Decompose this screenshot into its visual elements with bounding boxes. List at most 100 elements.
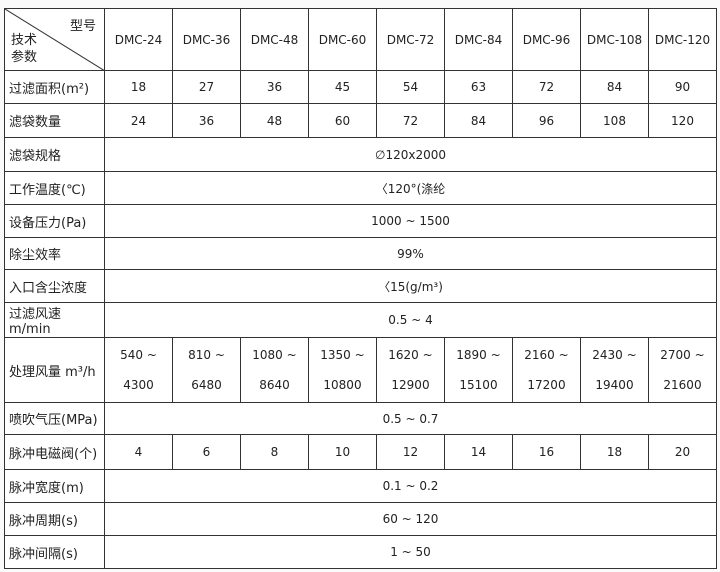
param-line: 技术 [11, 33, 38, 48]
value-cell: 120 [648, 103, 717, 138]
spec-row: 滤袋规格 ∅120x2000 [4, 137, 717, 172]
range-line: 2160 ~ [524, 348, 569, 362]
value-cell: 90 [648, 70, 717, 104]
range-cell: 1080 ~ 8640 [240, 337, 309, 403]
value-cell: 96 [512, 103, 581, 138]
row-label: 脉冲宽度(m) [4, 469, 105, 503]
row-label: 喷吹气压(MPa) [4, 402, 105, 435]
range-line: 1620 ~ [388, 348, 433, 362]
model-header: DMC-60 [308, 8, 377, 71]
spec-table: 型号 技术 参数 DMC-24 DMC-36 DMC-48 DMC-60 DMC-72 DMC-… [4, 8, 717, 569]
row-label: 脉冲周期(s) [4, 502, 105, 536]
spec-row: 过滤面积(m²) 18 27 36 45 54 63 72 84 90 [4, 70, 717, 104]
range-line: 810 ~ [188, 348, 225, 362]
diagonal [5, 9, 105, 71]
model-header: DMC-48 [240, 8, 309, 71]
merged-value-cell: 99% [104, 237, 717, 270]
row-label: 滤袋数量 [4, 103, 105, 138]
value-cell: 60 [308, 103, 377, 138]
range-line: 15100 [459, 378, 498, 392]
row-label: 过滤面积(m²) [4, 70, 105, 104]
model-header: DMC-36 [172, 8, 241, 71]
param-line: 参数 [11, 50, 38, 65]
value-cell: 54 [376, 70, 445, 104]
value-cell: 84 [444, 103, 513, 138]
row-label: 除尘效率 [4, 237, 105, 270]
merged-value-cell: 0.1 ~ 0.2 [104, 469, 717, 503]
spec-row: 处理风量 m³/h 540 ~ 4300 810 ~ 6480 1080 ~ 8640 135… [4, 337, 717, 403]
row-label: 设备压力(Pa) [4, 204, 105, 238]
merged-value-cell: 1000 ~ 1500 [104, 204, 717, 238]
value-cell: 72 [512, 70, 581, 104]
range-cell: 810 ~ 6480 [172, 337, 241, 403]
value-cell: 10 [308, 434, 377, 470]
range-line: 17200 [527, 378, 566, 392]
row-label: 滤袋规格 [4, 137, 105, 172]
value-cell: 12 [376, 434, 445, 470]
value-cell: 18 [580, 434, 649, 470]
spec-row: 脉冲间隔(s) 1 ~ 50 [4, 535, 717, 569]
corner-cell: 型号技术参数 [4, 8, 105, 71]
value-cell: 36 [240, 70, 309, 104]
spec-row: 入口含尘浓度 〈15(g/m³) [4, 269, 717, 303]
model-header: DMC-96 [512, 8, 581, 71]
merged-value-cell: ∅120x2000 [104, 137, 717, 172]
value-cell: 36 [172, 103, 241, 138]
row-label: 工作温度(℃) [4, 171, 105, 205]
range-line: 1350 ~ [320, 348, 365, 362]
merged-value-cell: 0.5 ~ 4 [104, 302, 717, 338]
range-cell: 2430 ~ 19400 [580, 337, 649, 403]
range-cell: 1620 ~ 12900 [376, 337, 445, 403]
range-line: 540 ~ [120, 348, 157, 362]
value-cell: 6 [172, 434, 241, 470]
value-cell: 63 [444, 70, 513, 104]
model-header: DMC-24 [104, 8, 173, 71]
spec-row: 脉冲电磁阀(个) 4 6 8 10 12 14 16 18 20 [4, 434, 717, 470]
spec-row: 滤袋数量 24 36 48 60 72 84 96 108 120 [4, 103, 717, 138]
value-cell: 20 [648, 434, 717, 470]
row-label: 过滤风速 m/min [4, 302, 105, 338]
value-cell: 16 [512, 434, 581, 470]
value-cell: 84 [580, 70, 649, 104]
value-cell: 4 [104, 434, 173, 470]
range-line: 10800 [323, 378, 362, 392]
range-cell: 540 ~ 4300 [104, 337, 173, 403]
spec-row: 过滤风速 m/min 0.5 ~ 4 [4, 302, 717, 338]
model-header: DMC-72 [376, 8, 445, 71]
model-label: 型号 [69, 19, 96, 34]
range-cell: 2160 ~ 17200 [512, 337, 581, 403]
range-line: 21600 [663, 378, 702, 392]
range-line: 6480 [191, 378, 222, 392]
merged-value-cell: 0.5 ~ 0.7 [104, 402, 717, 435]
spec-row: 设备压力(Pa) 1000 ~ 1500 [4, 204, 717, 238]
range-cell: 1890 ~ 15100 [444, 337, 513, 403]
value-cell: 8 [240, 434, 309, 470]
value-cell: 27 [172, 70, 241, 104]
range-line: 8640 [259, 378, 290, 392]
range-line: 2430 ~ [592, 348, 637, 362]
range-cell: 1350 ~ 10800 [308, 337, 377, 403]
row-label: 入口含尘浓度 [4, 269, 105, 303]
range-cell: 2700 ~ 21600 [648, 337, 717, 403]
row-label: 脉冲电磁阀(个) [4, 434, 105, 470]
value-cell: 108 [580, 103, 649, 138]
spec-row: 工作温度(℃) 〈120°(涤纶 [4, 171, 717, 205]
range-line: 1890 ~ [456, 348, 501, 362]
value-cell: 18 [104, 70, 173, 104]
value-cell: 72 [376, 103, 445, 138]
value-cell: 24 [104, 103, 173, 138]
range-line: 19400 [595, 378, 634, 392]
model-header: DMC-120 [648, 8, 717, 71]
merged-value-cell: 〈15(g/m³) [104, 269, 717, 303]
spec-row: 脉冲周期(s) 60 ~ 120 [4, 502, 717, 536]
param-label: 技术 参数 [11, 32, 37, 66]
merged-value-cell: 〈120°(涤纶 [104, 171, 717, 205]
header-row: 型号 技术 参数 DMC-24 DMC-36 DMC-48 DMC-60 DMC-72 DMC-… [4, 8, 717, 71]
range-line: 1080 ~ [252, 348, 297, 362]
row-label: 脉冲间隔(s) [4, 535, 105, 569]
merged-value-cell: 60 ~ 120 [104, 502, 717, 536]
value-cell: 45 [308, 70, 377, 104]
value-cell: 48 [240, 103, 309, 138]
spec-row: 喷吹气压(MPa) 0.5 ~ 0.7 [4, 402, 717, 435]
